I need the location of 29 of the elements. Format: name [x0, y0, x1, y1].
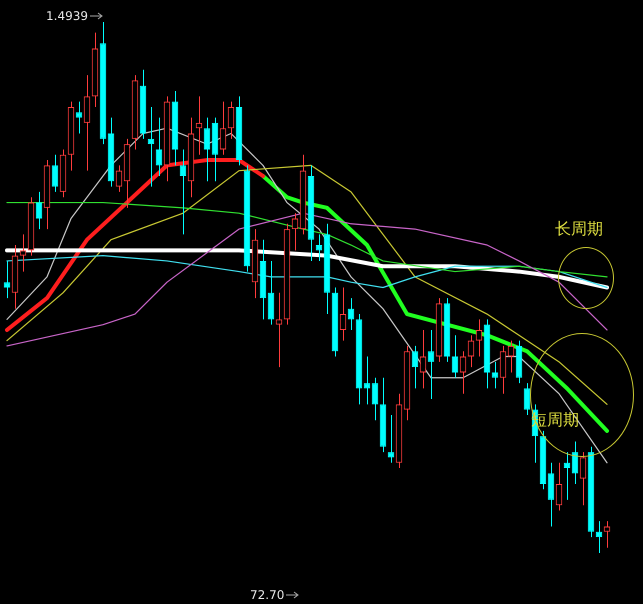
annotation: 长周期 [555, 219, 603, 240]
candlestick [580, 452, 586, 506]
candlestick [4, 260, 10, 299]
candlestick [156, 117, 162, 176]
candlestick [388, 414, 394, 464]
candlestick [348, 298, 354, 330]
candlestick [460, 350, 466, 394]
annotation: 1.4939 [46, 9, 88, 23]
candlestick [420, 329, 426, 389]
candlestick [52, 154, 58, 192]
candlestick [340, 287, 346, 342]
candlestick [220, 101, 226, 156]
candlestick [468, 334, 474, 368]
candlestick [412, 345, 418, 389]
candlestick [492, 361, 498, 389]
candlestick [428, 329, 434, 400]
candlestick [524, 382, 530, 416]
candlestick [372, 377, 378, 421]
candlestick [364, 356, 370, 405]
candlestick [564, 452, 570, 500]
candlestick [452, 334, 458, 378]
candlestick [228, 101, 234, 140]
candlestick [116, 164, 122, 192]
candlestick [604, 520, 610, 548]
text: 72.70 [250, 588, 284, 602]
candlestick [556, 462, 562, 512]
candlestick [316, 234, 322, 262]
candlestick [36, 191, 42, 230]
candlestick [204, 117, 210, 182]
